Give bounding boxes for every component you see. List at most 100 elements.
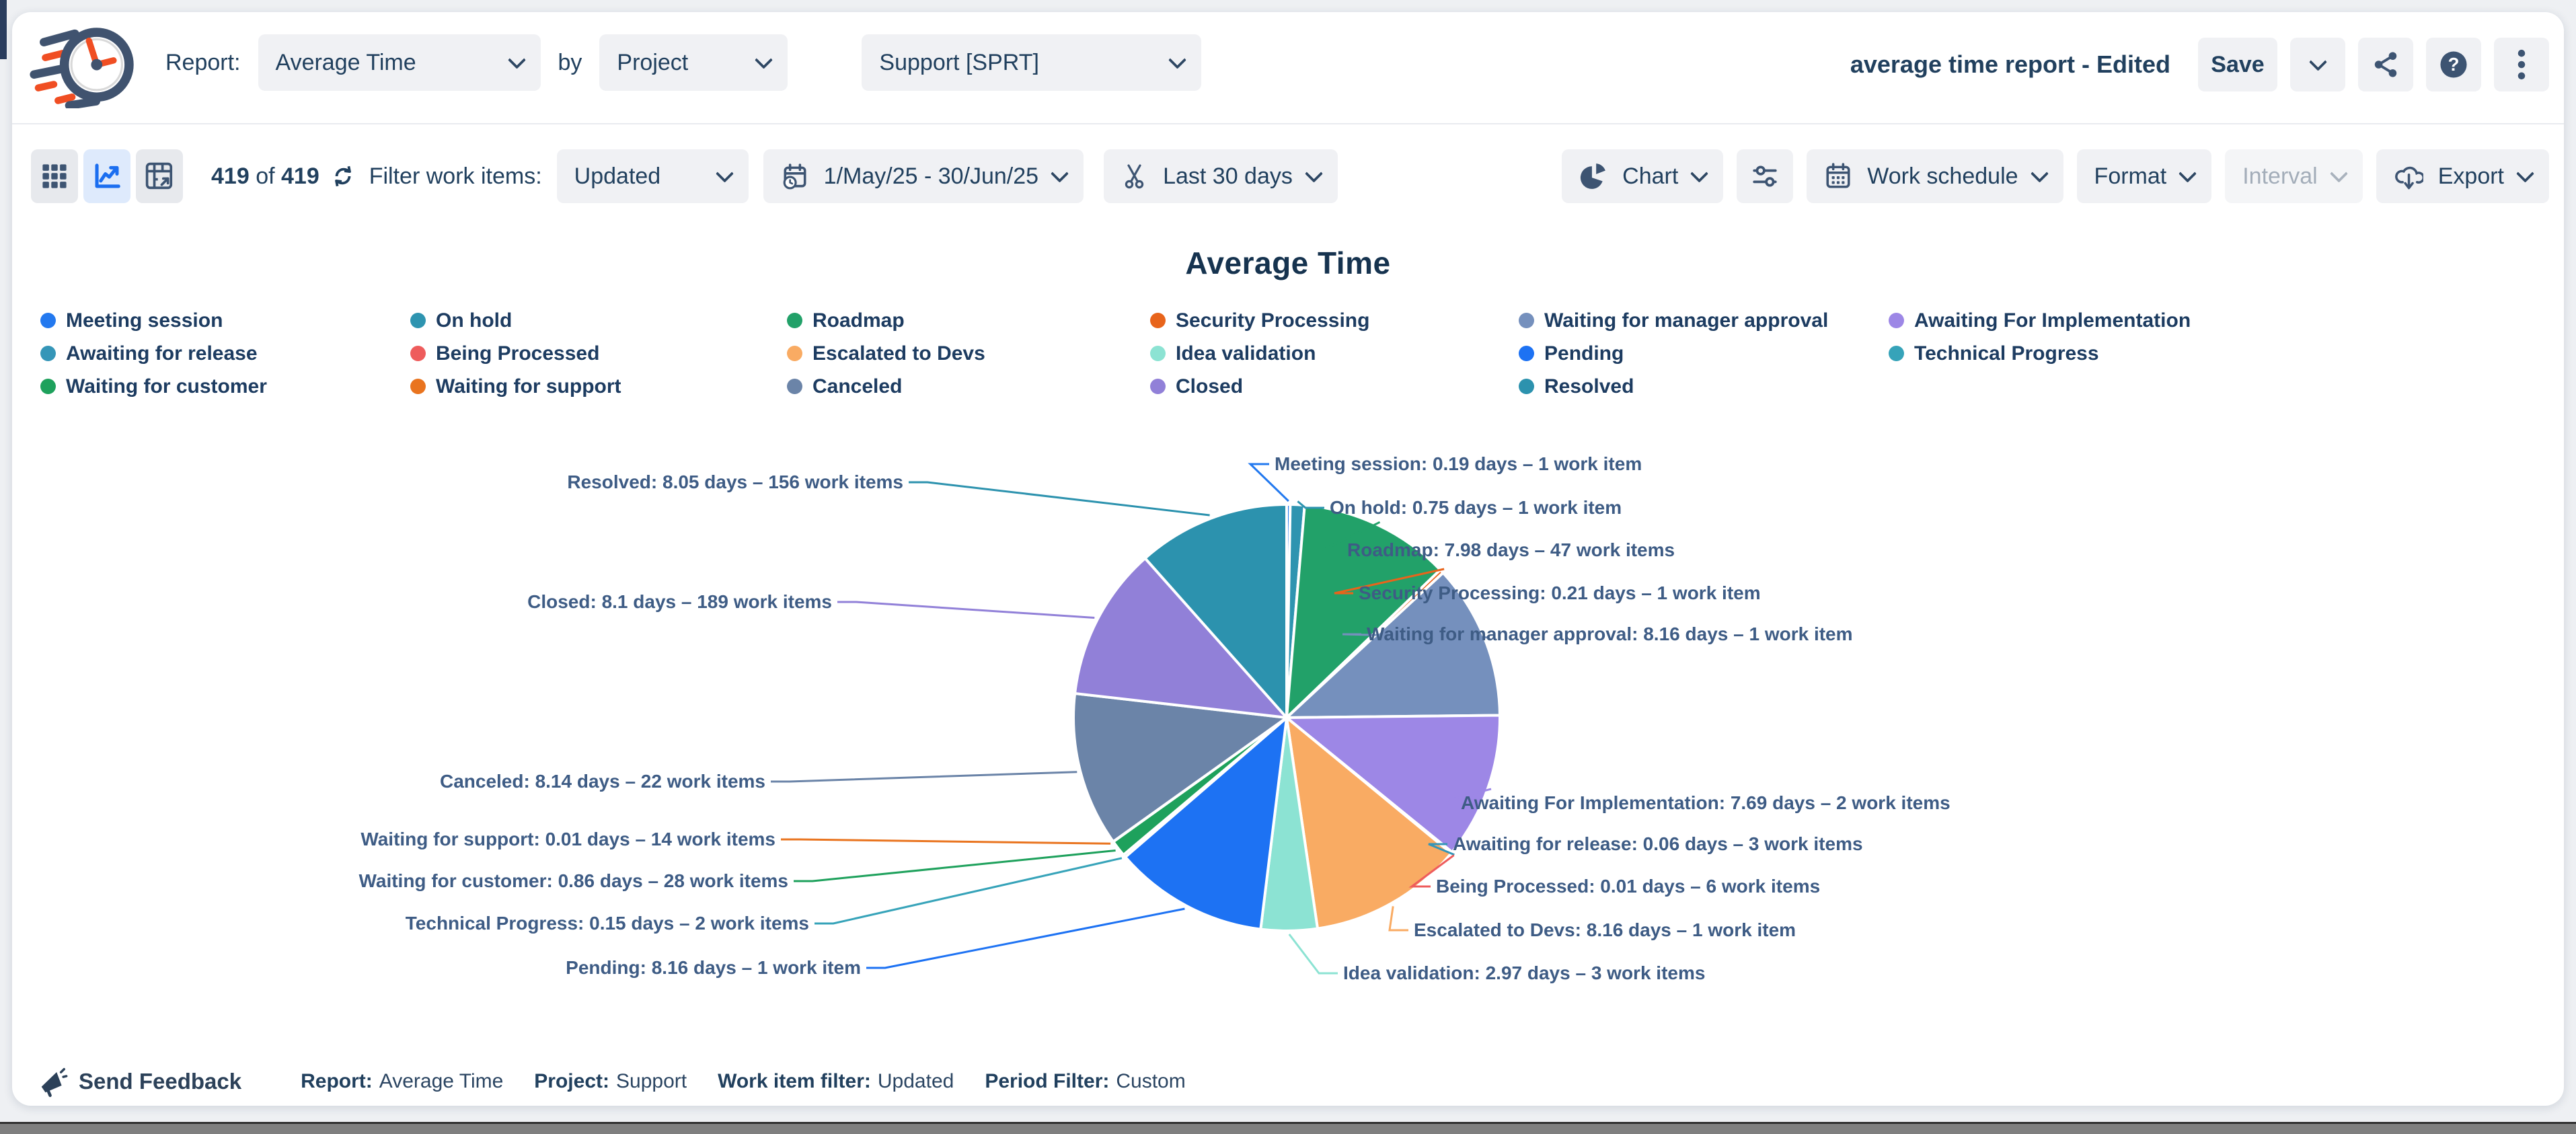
refresh-icon[interactable] (329, 162, 357, 190)
pie-slice-canceled[interactable] (1072, 692, 1288, 843)
legend-item-label: Meeting session (66, 309, 223, 332)
legend-column: Roadmap Escalated to Devs Canceled (787, 304, 985, 403)
legend-item[interactable]: Canceled (787, 370, 985, 403)
legend-color-dot (787, 313, 802, 328)
work-items-count: 419 of 419 (211, 163, 319, 189)
legend-item[interactable]: Closed (1150, 370, 1369, 403)
footer-meta-label: Project: (534, 1070, 609, 1092)
legend-item[interactable]: Resolved (1519, 370, 1828, 403)
legend-item[interactable]: Awaiting for release (40, 337, 267, 370)
pie-slice-pending[interactable] (1124, 716, 1288, 931)
toolbar-right: Chart Work schedule (1562, 149, 2549, 203)
project-value: Support [SPRT] (879, 49, 1039, 75)
group-by-value: Project (617, 49, 689, 75)
grid-view-icon (42, 164, 67, 188)
legend-item[interactable]: Waiting for support (410, 370, 621, 403)
toolbar: 419 of 419 Filter work items: Updated (31, 149, 1338, 203)
legend-column: Meeting session Awaiting for release Waiti… (40, 304, 267, 403)
legend-color-dot (1150, 313, 1166, 328)
report-title: average time report - Edited (1850, 50, 2170, 78)
send-feedback-label: Send Feedback (79, 1069, 242, 1094)
legend-color-dot (1889, 346, 1904, 361)
chart-type-value: Chart (1622, 163, 1679, 189)
legend-item[interactable]: Pending (1519, 337, 1828, 370)
legend-item[interactable]: Being Processed (410, 337, 621, 370)
legend-column: On hold Being Processed Waiting for suppor… (410, 304, 621, 403)
view-pivot-button[interactable] (136, 149, 183, 203)
pie-slice-awaiting-for-implementation[interactable] (1285, 714, 1502, 854)
legend-item-label: Pending (1544, 342, 1624, 365)
legend-item-label: On hold (436, 309, 513, 332)
pie-label: Idea validation: 2.97 days – 3 work item… (1343, 962, 1706, 983)
share-button[interactable] (2358, 38, 2413, 91)
report-type-select[interactable]: Average Time (258, 34, 541, 91)
view-grid-button[interactable] (31, 149, 78, 203)
legend-color-dot (1519, 313, 1534, 328)
format-select[interactable]: Format (2076, 149, 2212, 203)
legend-item[interactable]: Idea validation (1150, 337, 1369, 370)
send-feedback-button[interactable]: Send Feedback (37, 1066, 241, 1097)
chevron-down-icon (2516, 164, 2534, 183)
filter-work-items-label: Filter work items: (369, 163, 542, 189)
pie-slice-waiting-for-manager-approval[interactable] (1285, 571, 1501, 719)
work-schedule-select[interactable]: Work schedule (1807, 149, 2063, 203)
pie-label: Canceled: 8.14 days – 22 work items (439, 771, 765, 792)
help-icon: ? (2440, 51, 2467, 78)
pie-label: Meeting session: 0.19 days – 1 work item (1275, 453, 1642, 474)
more-menu-button[interactable] (2494, 38, 2549, 91)
calendar-icon (1826, 163, 1850, 188)
footer-meta-label: Report: (301, 1070, 373, 1092)
group-by-select[interactable]: Project (599, 34, 788, 91)
legend-item[interactable]: Waiting for customer (40, 370, 267, 403)
date-range-select[interactable]: 1/May/25 - 30/Jun/25 (763, 149, 1084, 203)
pie-label: Roadmap: 7.98 days – 47 work items (1347, 539, 1675, 560)
legend-item[interactable]: Security Processing (1150, 304, 1369, 337)
project-select[interactable]: Support [SPRT] (862, 34, 1202, 91)
legend-item[interactable]: Waiting for manager approval (1519, 304, 1828, 337)
footer-meta-value: Updated (877, 1070, 954, 1092)
legend-item[interactable]: Technical Progress (1889, 337, 2191, 370)
date-range-value: 1/May/25 - 30/Jun/25 (823, 163, 1039, 189)
pie-slice-closed[interactable] (1073, 557, 1288, 719)
legend-item-label: Waiting for customer (66, 375, 267, 398)
legend-column: Waiting for manager approval Pending Resol… (1519, 304, 1828, 403)
legend-item-label: Escalated to Devs (812, 342, 985, 365)
legend-item[interactable]: Meeting session (40, 304, 267, 337)
work-item-filter-value: Updated (574, 163, 661, 189)
window-bottom-edge (0, 1122, 2576, 1134)
by-label: by (558, 49, 582, 75)
pie-slice-resolved[interactable] (1143, 503, 1288, 719)
pivot-table-icon (145, 162, 173, 190)
legend-item[interactable]: Escalated to Devs (787, 337, 985, 370)
help-button[interactable]: ? (2426, 38, 2481, 91)
legend-item-label: Closed (1176, 375, 1244, 398)
export-select[interactable]: Export (2376, 149, 2549, 203)
legend-item-label: Resolved (1544, 375, 1634, 398)
save-button[interactable]: Save (2198, 38, 2277, 91)
footer-meta: Report: Average Time Project: Support Work i… (301, 1070, 1186, 1093)
chart-type-select[interactable]: Chart (1562, 149, 1724, 203)
chevron-down-icon (1304, 164, 1323, 183)
legend-item[interactable]: Roadmap (787, 304, 985, 337)
legend-item[interactable]: On hold (410, 304, 621, 337)
sliders-icon (1753, 165, 1777, 187)
pie-label: Being Processed: 0.01 days – 6 work item… (1436, 876, 1821, 897)
legend-item-label: Canceled (812, 375, 903, 398)
view-chart-button[interactable] (83, 149, 130, 203)
legend-color-dot (1519, 346, 1534, 361)
chevron-down-icon (1168, 50, 1187, 69)
pie-label: Resolved: 8.05 days – 156 work items (567, 471, 903, 492)
legend-item-label: Security Processing (1176, 309, 1370, 332)
save-options-button[interactable] (2290, 38, 2345, 91)
legend-item[interactable]: Awaiting For Implementation (1889, 304, 2191, 337)
period-preset-select[interactable]: Last 30 days (1104, 149, 1338, 203)
export-cloud-icon (2394, 166, 2423, 190)
chart-settings-button[interactable] (1737, 149, 1794, 203)
legend-item-label: Technical Progress (1914, 342, 2099, 365)
svg-text:?: ? (2448, 54, 2460, 75)
work-item-filter-select[interactable]: Updated (556, 149, 749, 203)
interval-value: Interval (2242, 163, 2318, 189)
megaphone-icon (41, 1067, 68, 1097)
